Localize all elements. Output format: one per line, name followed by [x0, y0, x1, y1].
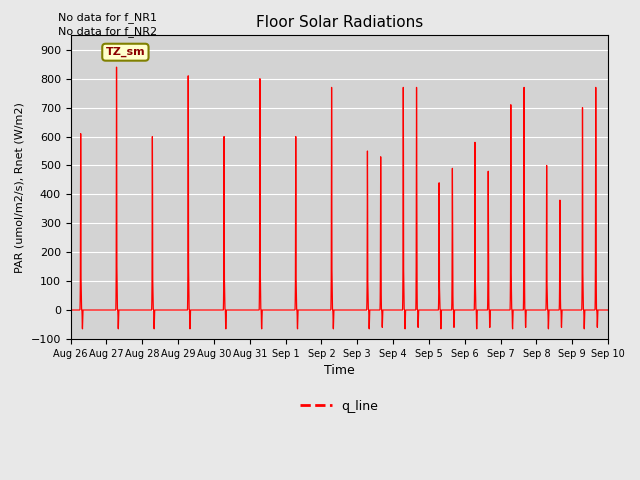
X-axis label: Time: Time — [324, 364, 355, 377]
Text: No data for f_NR2: No data for f_NR2 — [58, 26, 157, 37]
Text: TZ_sm: TZ_sm — [106, 47, 145, 57]
Title: Floor Solar Radiations: Floor Solar Radiations — [256, 15, 423, 30]
Legend: q_line: q_line — [295, 395, 383, 418]
Y-axis label: PAR (umol/m2/s), Rnet (W/m2): PAR (umol/m2/s), Rnet (W/m2) — [15, 102, 25, 273]
Text: No data for f_NR1: No data for f_NR1 — [58, 12, 157, 23]
